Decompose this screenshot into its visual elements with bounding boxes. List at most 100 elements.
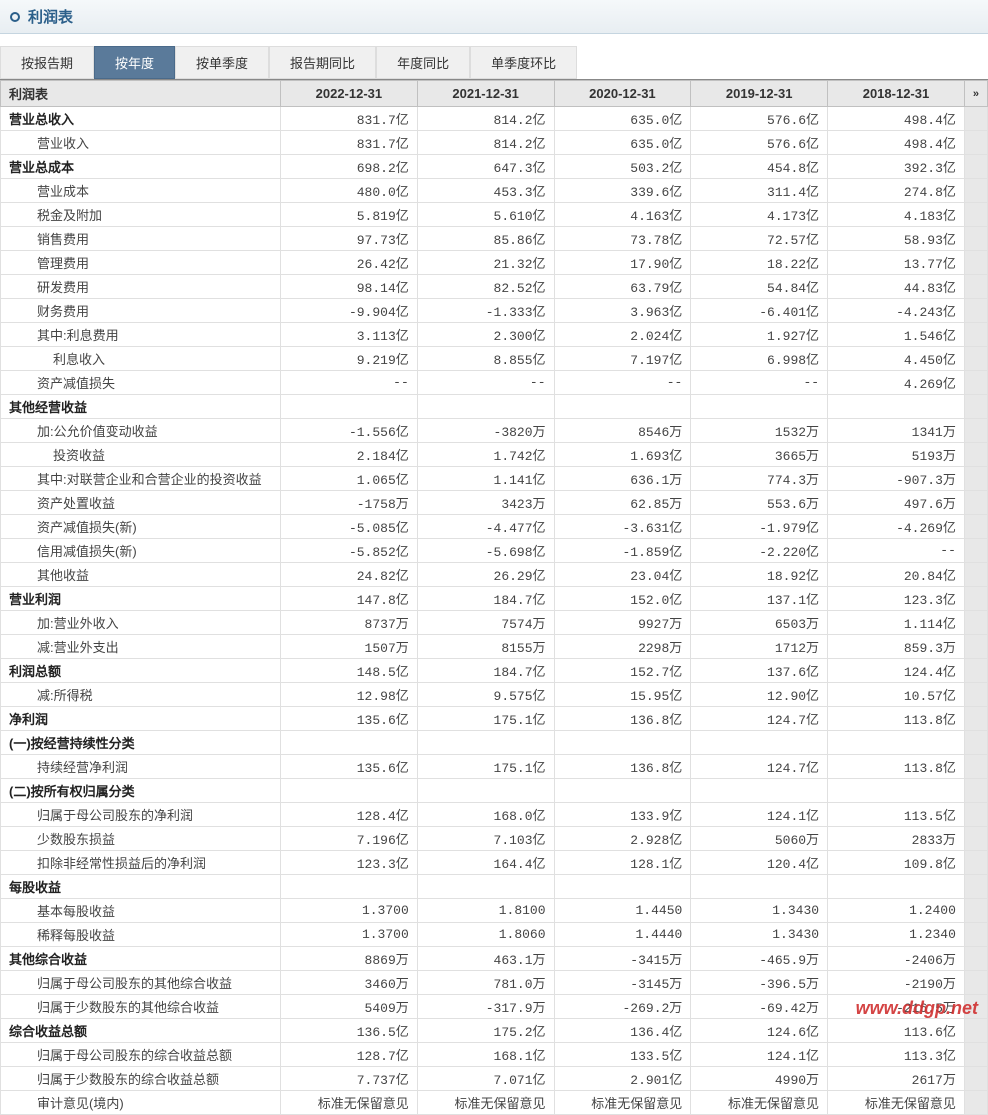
cell: 454.8亿: [691, 155, 828, 179]
row-label: 扣除非经常性损益后的净利润: [1, 851, 281, 875]
row-label: 持续经营净利润: [1, 755, 281, 779]
cell: 3423万: [417, 491, 554, 515]
cell: 814.2亿: [417, 131, 554, 155]
table-row: 利润总额148.5亿184.7亿152.7亿137.6亿124.4亿: [1, 659, 988, 683]
table-row: 综合收益总额136.5亿175.2亿136.4亿124.6亿113.6亿: [1, 1019, 988, 1043]
cell: 576.6亿: [691, 107, 828, 131]
cell: [554, 779, 691, 803]
cell: 标准无保留意见: [691, 1091, 828, 1115]
table-row: 其他综合收益8869万463.1万-3415万-465.9万-2406万: [1, 947, 988, 971]
cell: 164.4亿: [417, 851, 554, 875]
cell: 1.4440: [554, 923, 691, 947]
row-label: 财务费用: [1, 299, 281, 323]
cell: 72.57亿: [691, 227, 828, 251]
cell: 168.1亿: [417, 1043, 554, 1067]
row-label: 加:营业外收入: [1, 611, 281, 635]
cell: 97.73亿: [281, 227, 418, 251]
cell: -317.9万: [417, 995, 554, 1019]
header-bullet-icon: [10, 12, 20, 22]
cell: -4.477亿: [417, 515, 554, 539]
tab-3[interactable]: 报告期同比: [269, 46, 376, 79]
cell: 1.2400: [828, 899, 965, 923]
cell: 73.78亿: [554, 227, 691, 251]
watermark: www.ddgp.net: [856, 998, 978, 1019]
row-label: 综合收益总额: [1, 1019, 281, 1043]
cell: 5.819亿: [281, 203, 418, 227]
cell: -2406万: [828, 947, 965, 971]
tab-5[interactable]: 单季度环比: [470, 46, 577, 79]
table-row: 加:公允价值变动收益-1.556亿-3820万8546万1532万1341万: [1, 419, 988, 443]
cell: 774.3万: [691, 467, 828, 491]
cell: 17.90亿: [554, 251, 691, 275]
cell: [554, 395, 691, 419]
row-label: 营业收入: [1, 131, 281, 155]
row-label: 营业成本: [1, 179, 281, 203]
row-label: 其中:对联营企业和合营企业的投资收益: [1, 467, 281, 491]
cell: 120.4亿: [691, 851, 828, 875]
cell: 480.0亿: [281, 179, 418, 203]
row-label: 信用减值损失(新): [1, 539, 281, 563]
cell: 10.57亿: [828, 683, 965, 707]
row-label: 减:营业外支出: [1, 635, 281, 659]
cell: 147.8亿: [281, 587, 418, 611]
row-label: 营业利润: [1, 587, 281, 611]
cell: --: [828, 539, 965, 563]
cell: -5.698亿: [417, 539, 554, 563]
cell: 4.163亿: [554, 203, 691, 227]
cell: 128.4亿: [281, 803, 418, 827]
row-label: 少数股东损益: [1, 827, 281, 851]
table-row: (一)按经营持续性分类: [1, 731, 988, 755]
row-label: 净利润: [1, 707, 281, 731]
cell: 18.22亿: [691, 251, 828, 275]
cell: -1.859亿: [554, 539, 691, 563]
row-label: 资产减值损失(新): [1, 515, 281, 539]
tab-1[interactable]: 按年度: [94, 46, 175, 79]
cell: 635.0亿: [554, 131, 691, 155]
cell: -2.220亿: [691, 539, 828, 563]
cell: 184.7亿: [417, 659, 554, 683]
cell: 184.7亿: [417, 587, 554, 611]
table-row: 归属于母公司股东的净利润128.4亿168.0亿133.9亿124.1亿113.…: [1, 803, 988, 827]
cell: 497.6万: [828, 491, 965, 515]
cell: [281, 779, 418, 803]
cell: 12.90亿: [691, 683, 828, 707]
cell: 3.113亿: [281, 323, 418, 347]
cell: [417, 875, 554, 899]
row-label: 利润总额: [1, 659, 281, 683]
cell: 1.8060: [417, 923, 554, 947]
row-label: 减:所得税: [1, 683, 281, 707]
cell: 135.6亿: [281, 707, 418, 731]
cell: 98.14亿: [281, 275, 418, 299]
cell: [281, 731, 418, 755]
row-label: 营业总成本: [1, 155, 281, 179]
tab-0[interactable]: 按报告期: [0, 46, 94, 79]
cell: 9927万: [554, 611, 691, 635]
cell: 109.8亿: [828, 851, 965, 875]
cell: 175.1亿: [417, 755, 554, 779]
table-row: 每股收益: [1, 875, 988, 899]
cell: -1.333亿: [417, 299, 554, 323]
cell: [691, 395, 828, 419]
cell: 124.4亿: [828, 659, 965, 683]
cell: 498.4亿: [828, 131, 965, 155]
cell: 6503万: [691, 611, 828, 635]
cell: 814.2亿: [417, 107, 554, 131]
cell: 1.2340: [828, 923, 965, 947]
cell: 168.0亿: [417, 803, 554, 827]
table-row: 少数股东损益7.196亿7.103亿2.928亿5060万2833万: [1, 827, 988, 851]
tab-4[interactable]: 年度同比: [376, 46, 470, 79]
table-row: 营业成本480.0亿453.3亿339.6亿311.4亿274.8亿: [1, 179, 988, 203]
cell: 698.2亿: [281, 155, 418, 179]
tab-2[interactable]: 按单季度: [175, 46, 269, 79]
cell: 2.184亿: [281, 443, 418, 467]
cell: 503.2亿: [554, 155, 691, 179]
scroll-right-icon[interactable]: »: [964, 81, 987, 107]
cell: 5409万: [281, 995, 418, 1019]
cell: 1.3700: [281, 899, 418, 923]
cell: 58.93亿: [828, 227, 965, 251]
cell: 54.84亿: [691, 275, 828, 299]
cell: 1.4450: [554, 899, 691, 923]
cell: 175.1亿: [417, 707, 554, 731]
table-row: 营业总收入831.7亿814.2亿635.0亿576.6亿498.4亿: [1, 107, 988, 131]
cell: 13.77亿: [828, 251, 965, 275]
